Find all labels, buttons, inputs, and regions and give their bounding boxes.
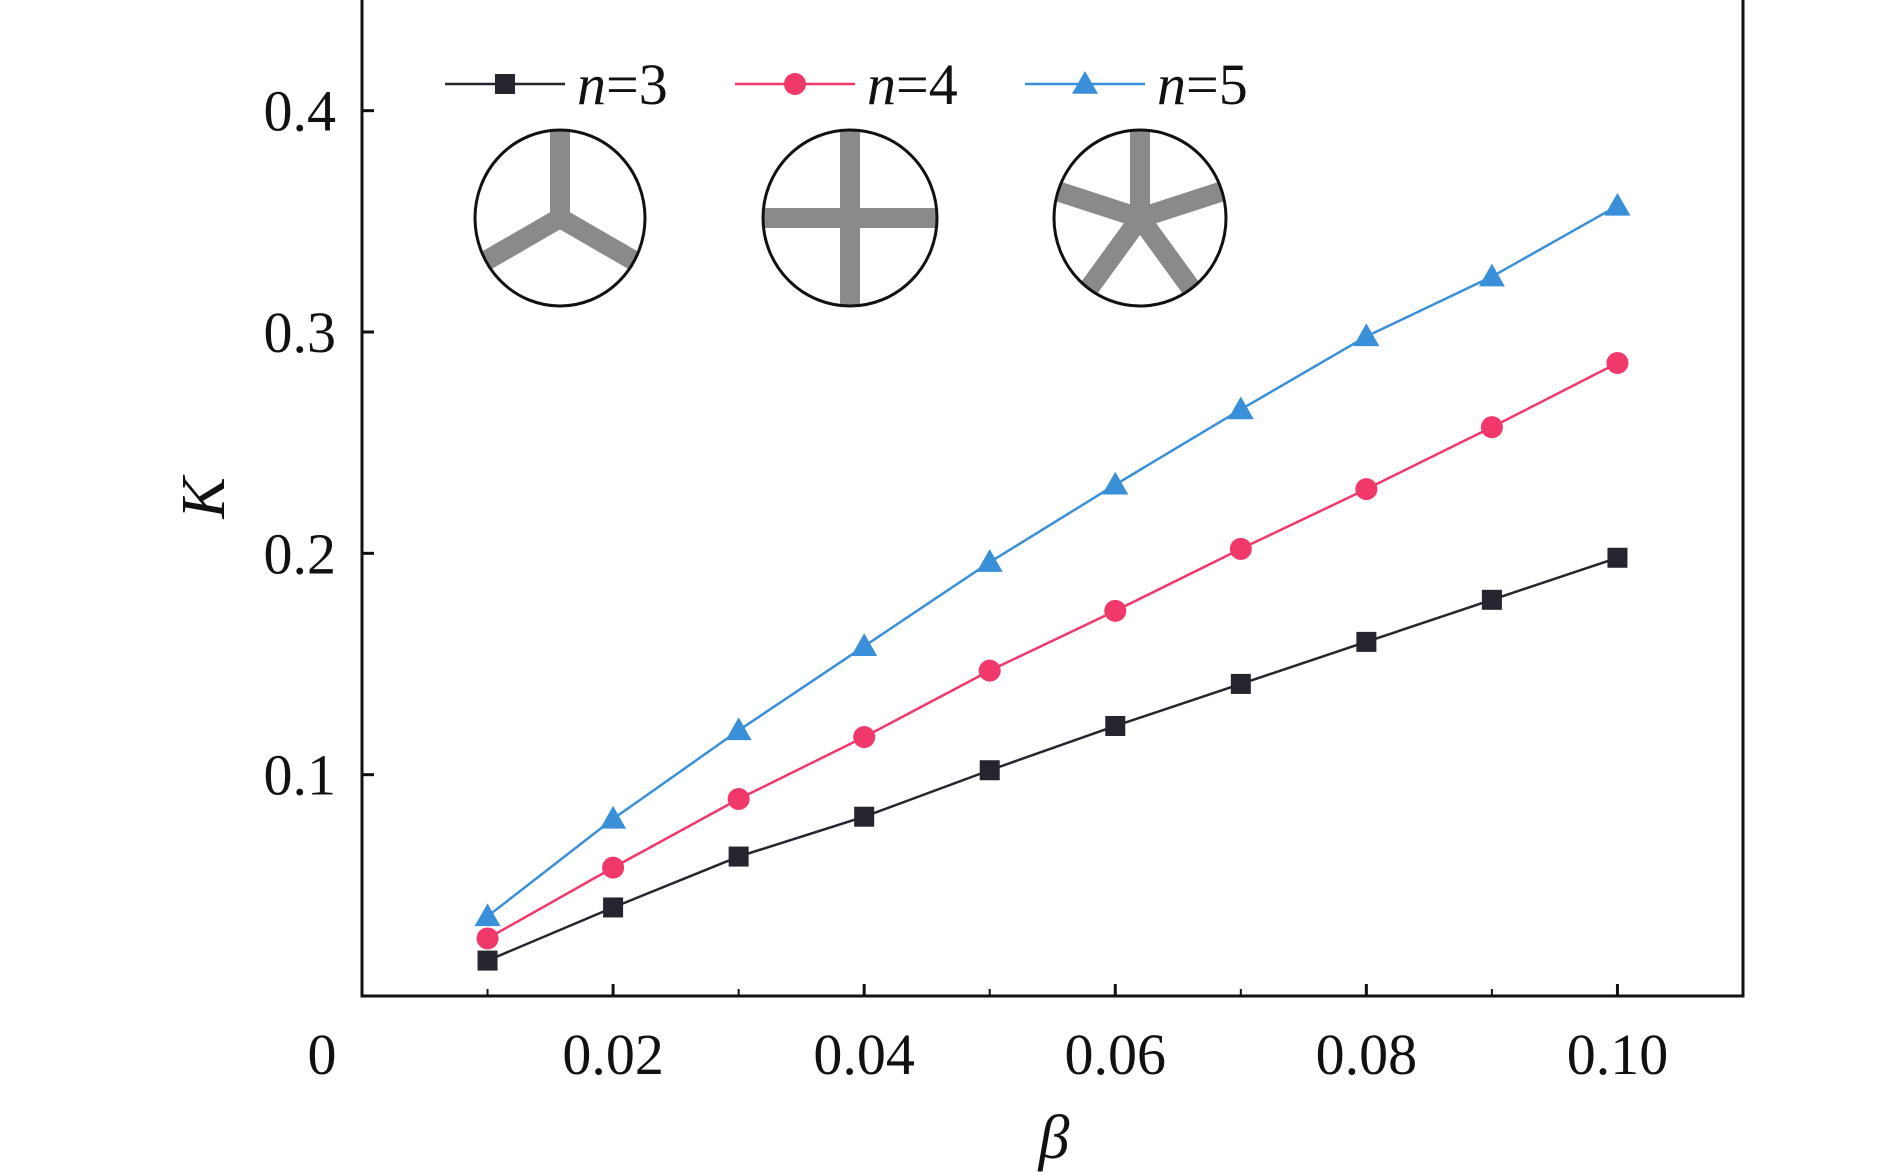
data-point [851, 633, 878, 657]
data-point [853, 726, 876, 749]
icon-outline [761, 128, 939, 308]
x-tick-label: 0.04 [813, 1022, 915, 1087]
data-point [979, 760, 1000, 781]
series-line [487, 556, 1618, 962]
series-2 [476, 351, 1629, 950]
data-point [725, 717, 752, 741]
three-spoke-cross-section-icon [473, 128, 647, 308]
icon-outline [473, 128, 647, 308]
y-tick-label: 0.1 [264, 743, 337, 808]
data-point [603, 897, 624, 918]
legend-marker [784, 73, 806, 95]
series-line [486, 204, 1619, 918]
data-point [1604, 192, 1631, 216]
data-point [728, 846, 749, 867]
data-point [976, 549, 1003, 572]
data-point [1353, 323, 1380, 347]
legend-label: n=5 [1157, 52, 1248, 117]
series-1 [477, 547, 1628, 971]
data-point [1102, 471, 1129, 495]
axes: 0 0.02 0.04 0.06 0.08 0.10 0.1 0.2 0.3 0.4 [264, 0, 1745, 1087]
legend-label: n=4 [867, 52, 958, 117]
spoke [1054, 171, 1144, 228]
five-spoke-cross-section-icon [1052, 128, 1228, 308]
x-tick-label: 0.08 [1316, 1022, 1418, 1087]
x-tick-label: 0.06 [1065, 1022, 1167, 1087]
data-point [474, 903, 501, 927]
data-point [1104, 599, 1127, 622]
spoke [1061, 212, 1149, 306]
legend-item-3: n=5 [1025, 52, 1248, 117]
data-point [600, 805, 627, 829]
data-point [602, 856, 625, 879]
data-point [1606, 351, 1629, 374]
x-axis-title: β [1038, 1104, 1070, 1172]
spoke [1131, 212, 1219, 306]
legend: n=3 n=4 n=5 [445, 52, 1248, 117]
data-point [1230, 673, 1251, 694]
data-point [1480, 416, 1503, 439]
spoke [554, 209, 645, 287]
legend-item-1: n=3 [445, 52, 668, 117]
data-point [1356, 631, 1377, 652]
data-point [978, 659, 1001, 682]
data-point [1607, 547, 1628, 568]
icon-outline [1052, 128, 1228, 308]
data-point [1478, 263, 1505, 287]
four-spoke-cross-section-icon [761, 128, 939, 308]
plot-frame [360, 0, 1745, 998]
series-line [486, 361, 1619, 940]
data-point [854, 806, 875, 827]
data-point [1229, 537, 1252, 560]
legend-item-2: n=4 [735, 52, 958, 117]
series-layer [474, 192, 1631, 971]
data-point [477, 950, 498, 971]
legend-label: n=3 [577, 52, 668, 117]
x-tick-label: 0.10 [1567, 1022, 1669, 1087]
data-point [476, 927, 499, 950]
legend-marker [1072, 71, 1098, 94]
y-axis-title: K [170, 474, 238, 520]
data-point [1227, 396, 1254, 420]
y-tick-label: 0.3 [264, 300, 337, 365]
inset-icons [473, 128, 1228, 308]
spoke [1136, 171, 1226, 228]
y-tick-label: 0.2 [264, 521, 337, 586]
x-tick-label: 0 [308, 1022, 337, 1087]
data-point [1355, 478, 1378, 501]
x-tick-label: 0.02 [562, 1022, 664, 1087]
y-tick-label: 0.4 [264, 79, 337, 144]
spoke [475, 209, 566, 287]
data-point [727, 788, 750, 811]
series-3 [474, 192, 1631, 927]
legend-marker [495, 74, 515, 94]
data-point [1105, 715, 1126, 736]
data-point [1481, 589, 1502, 610]
